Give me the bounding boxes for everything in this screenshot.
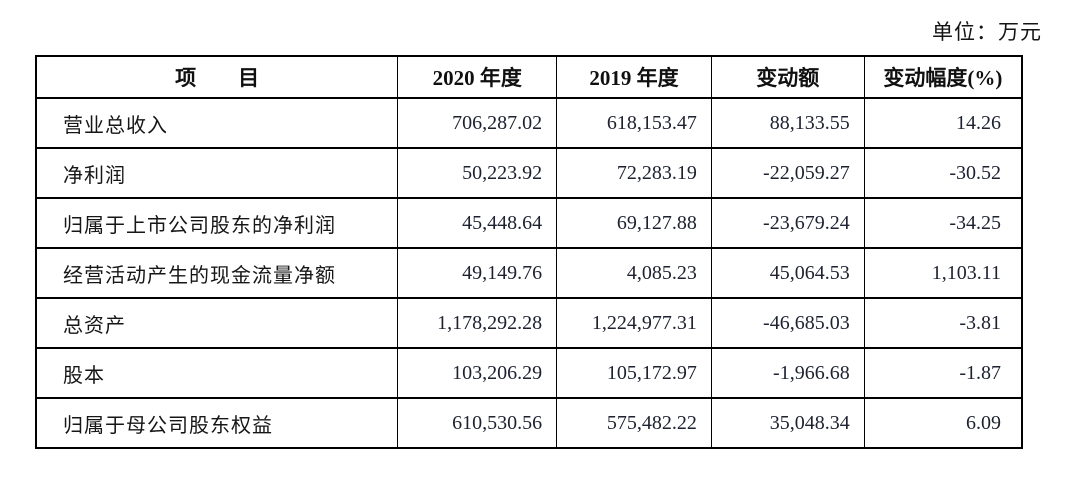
row-2020-value: 706,287.02 — [397, 97, 558, 149]
row-change-value: 45,064.53 — [710, 247, 865, 299]
table-row: 股本 103,206.29 105,172.97 -1,966.68 -1.87 — [35, 347, 1023, 399]
row-item-label: 总资产 — [35, 297, 399, 349]
table-row: 营业总收入 706,287.02 618,153.47 88,133.55 14… — [35, 97, 1023, 149]
row-change-pct-value: 1,103.11 — [863, 247, 1023, 299]
row-2019-value: 4,085.23 — [556, 247, 712, 299]
row-2020-value: 49,149.76 — [397, 247, 558, 299]
unit-label: 单位：万元 — [932, 20, 1042, 44]
row-item-label: 营业总收入 — [35, 97, 399, 149]
table-row: 总资产 1,178,292.28 1,224,977.31 -46,685.03… — [35, 297, 1023, 349]
row-change-value: -23,679.24 — [710, 197, 865, 249]
table-row: 归属于母公司股东权益 610,530.56 575,482.22 35,048.… — [35, 397, 1023, 449]
row-item-label: 净利润 — [35, 147, 399, 199]
row-change-pct-value: 14.26 — [863, 97, 1023, 149]
header-2020: 2020 年度 — [397, 55, 558, 99]
row-2020-value: 45,448.64 — [397, 197, 558, 249]
row-2020-value: 1,178,292.28 — [397, 297, 558, 349]
row-2019-value: 1,224,977.31 — [556, 297, 712, 349]
row-item-label: 经营活动产生的现金流量净额 — [35, 247, 399, 299]
row-2019-value: 575,482.22 — [556, 397, 712, 449]
table-row: 经营活动产生的现金流量净额 49,149.76 4,085.23 45,064.… — [35, 247, 1023, 299]
header-2019: 2019 年度 — [556, 55, 712, 99]
table-row: 净利润 50,223.92 72,283.19 -22,059.27 -30.5… — [35, 147, 1023, 199]
header-change: 变动额 — [710, 55, 865, 99]
row-change-value: 35,048.34 — [710, 397, 865, 449]
header-change-pct: 变动幅度(%) — [863, 55, 1023, 99]
row-change-pct-value: -34.25 — [863, 197, 1023, 249]
row-2020-value: 103,206.29 — [397, 347, 558, 399]
row-item-label: 归属于上市公司股东的净利润 — [35, 197, 399, 249]
row-change-pct-value: -30.52 — [863, 147, 1023, 199]
table-header-row: 项 目 2020 年度 2019 年度 变动额 变动幅度(%) — [35, 55, 1023, 99]
row-2019-value: 72,283.19 — [556, 147, 712, 199]
row-2019-value: 69,127.88 — [556, 197, 712, 249]
row-2019-value: 618,153.47 — [556, 97, 712, 149]
financial-summary-table: 项 目 2020 年度 2019 年度 变动额 变动幅度(%) 营业总收入 70… — [35, 55, 1023, 449]
row-item-label: 股本 — [35, 347, 399, 399]
row-item-label: 归属于母公司股东权益 — [35, 397, 399, 449]
row-2020-value: 610,530.56 — [397, 397, 558, 449]
row-change-pct-value: -1.87 — [863, 347, 1023, 399]
row-change-pct-value: -3.81 — [863, 297, 1023, 349]
row-2019-value: 105,172.97 — [556, 347, 712, 399]
row-2020-value: 50,223.92 — [397, 147, 558, 199]
row-change-value: -22,059.27 — [710, 147, 865, 199]
row-change-value: -46,685.03 — [710, 297, 865, 349]
header-item: 项 目 — [35, 55, 399, 99]
row-change-value: -1,966.68 — [710, 347, 865, 399]
row-change-value: 88,133.55 — [710, 97, 865, 149]
table-row: 归属于上市公司股东的净利润 45,448.64 69,127.88 -23,67… — [35, 197, 1023, 249]
row-change-pct-value: 6.09 — [863, 397, 1023, 449]
